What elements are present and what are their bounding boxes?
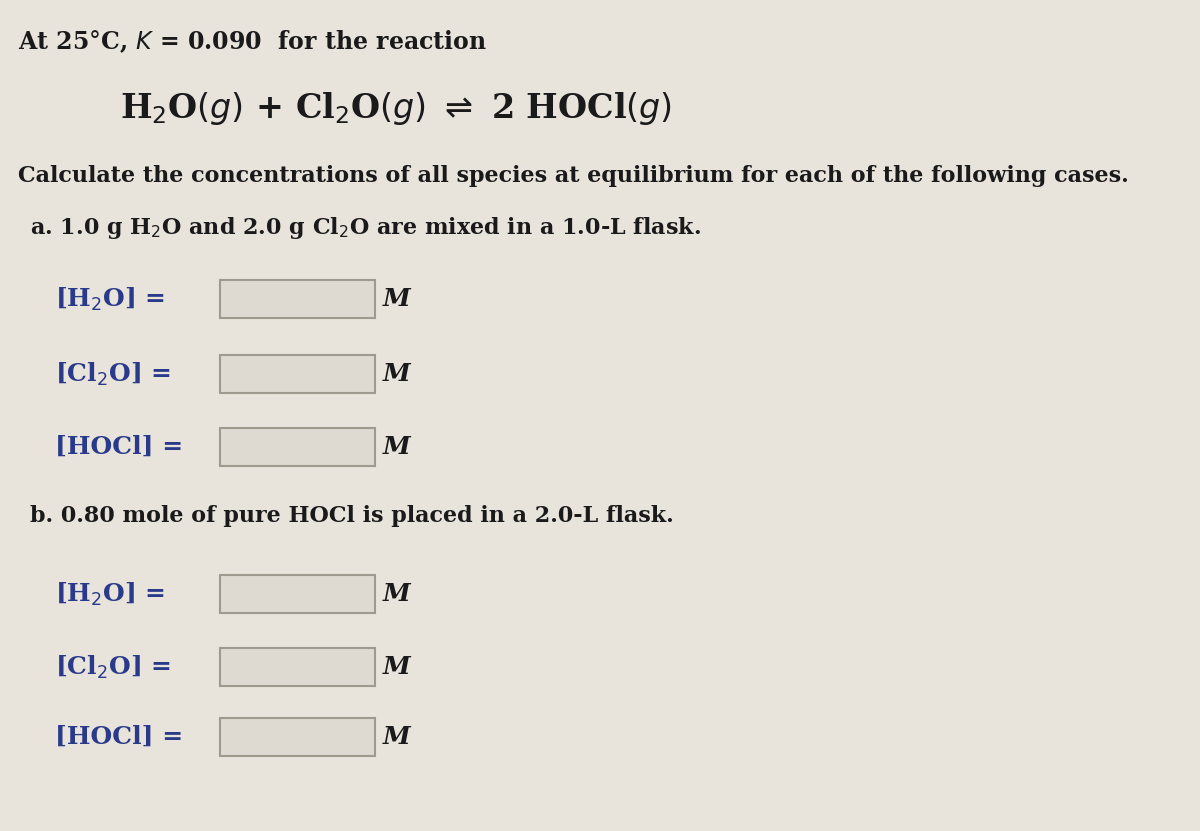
Text: H$_2$O$(g)$ + Cl$_2$O$(g)$ $\rightleftharpoons$ 2 HOCl$(g)$: H$_2$O$(g)$ + Cl$_2$O$(g)$ $\rightleftha…: [120, 90, 672, 127]
Text: b. 0.80 mole of pure HOCl is placed in a 2.0-L flask.: b. 0.80 mole of pure HOCl is placed in a…: [30, 505, 673, 527]
Text: M: M: [383, 287, 410, 311]
Text: Calculate the concentrations of all species at equilibrium for each of the follo: Calculate the concentrations of all spec…: [18, 165, 1129, 187]
Text: [H$_2$O] =: [H$_2$O] =: [55, 580, 166, 607]
Text: At 25$\degree$C, $K$ = 0.090  for the reaction: At 25$\degree$C, $K$ = 0.090 for the rea…: [18, 28, 487, 55]
FancyBboxPatch shape: [220, 648, 374, 686]
Text: [HOCl] =: [HOCl] =: [55, 725, 184, 749]
FancyBboxPatch shape: [220, 280, 374, 318]
FancyBboxPatch shape: [220, 355, 374, 393]
FancyBboxPatch shape: [220, 428, 374, 466]
Text: [Cl$_2$O] =: [Cl$_2$O] =: [55, 361, 170, 387]
Text: M: M: [383, 582, 410, 606]
Text: M: M: [383, 725, 410, 749]
FancyBboxPatch shape: [220, 718, 374, 756]
Text: [H$_2$O] =: [H$_2$O] =: [55, 285, 166, 312]
Text: M: M: [383, 362, 410, 386]
Text: [HOCl] =: [HOCl] =: [55, 435, 184, 459]
Text: M: M: [383, 435, 410, 459]
Text: M: M: [383, 655, 410, 679]
Text: a. 1.0 g H$_2$O and 2.0 g Cl$_2$O are mixed in a 1.0-L flask.: a. 1.0 g H$_2$O and 2.0 g Cl$_2$O are mi…: [30, 215, 701, 241]
FancyBboxPatch shape: [220, 575, 374, 613]
Text: [Cl$_2$O] =: [Cl$_2$O] =: [55, 653, 170, 681]
